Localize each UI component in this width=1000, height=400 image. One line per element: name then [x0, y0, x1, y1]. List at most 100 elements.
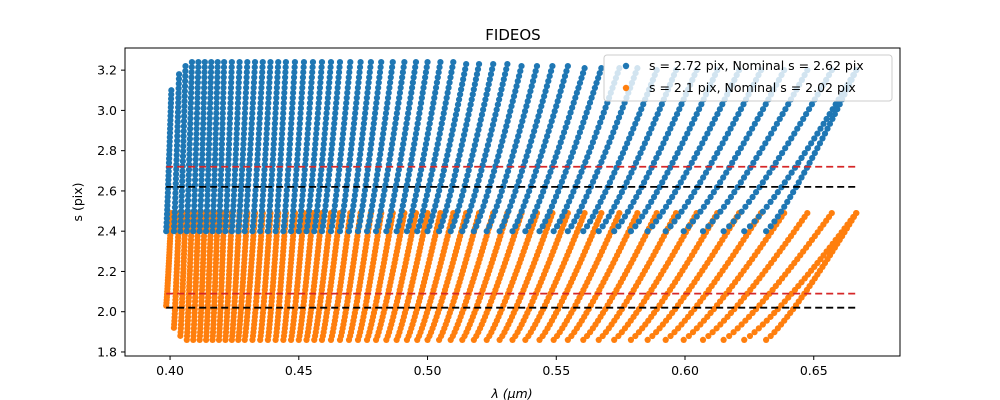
x-tick-label: 0.55 — [542, 363, 570, 378]
scatter-point-series-1 — [210, 192, 218, 199]
scatter-point-series-1 — [250, 217, 257, 225]
scatter-point-series-1 — [371, 110, 379, 117]
scatter-point-series-1 — [568, 193, 575, 200]
scatter-point-series-1 — [656, 106, 663, 113]
scatter-point-series-1 — [424, 130, 431, 137]
scatter-point-series-1 — [395, 166, 402, 173]
scatter-point-series-1 — [482, 96, 489, 103]
scatter-point-series-1 — [327, 69, 334, 76]
scatter-point-series-1 — [248, 130, 255, 137]
scatter-point-series-1 — [568, 223, 575, 230]
scatter-point-series-1 — [341, 202, 348, 209]
scatter-point-series-1 — [386, 156, 393, 163]
scatter-point-series-1 — [222, 217, 230, 225]
scatter-point-series-1 — [615, 159, 622, 166]
scatter-point-series-1 — [321, 130, 328, 137]
scatter-point-series-1 — [724, 198, 731, 206]
scatter-point-series-1 — [205, 166, 212, 173]
scatter-point-series-1 — [497, 193, 504, 200]
scatter-point-series-1 — [235, 94, 242, 102]
scatter-point-series-1 — [195, 69, 202, 76]
scatter-point-series-1 — [200, 110, 207, 117]
scatter-point-series-2 — [738, 321, 745, 328]
scatter-point-series-1 — [206, 110, 213, 117]
scatter-point-series-1 — [704, 130, 711, 137]
scatter-point-series-1 — [245, 166, 253, 173]
scatter-point-series-1 — [379, 197, 386, 204]
scatter-point-series-1 — [235, 222, 242, 230]
scatter-point-series-1 — [785, 140, 792, 147]
scatter-point-series-1 — [333, 94, 340, 102]
scatter-point-series-1 — [475, 61, 483, 68]
scatter-point-series-1 — [229, 222, 236, 230]
scatter-point-series-1 — [514, 78, 521, 85]
scatter-point-series-1 — [435, 69, 442, 76]
scatter-point-series-1 — [325, 171, 333, 178]
scatter-point-series-1 — [334, 84, 341, 91]
scatter-point-series-1 — [491, 116, 498, 123]
scatter-point-series-1 — [313, 125, 320, 132]
scatter-point-series-1 — [522, 228, 529, 235]
scatter-point-series-1 — [263, 125, 270, 132]
scatter-point-series-1 — [534, 203, 541, 210]
scatter-point-series-1 — [776, 115, 783, 123]
scatter-point-series-1 — [646, 130, 653, 137]
scatter-point-series-1 — [504, 61, 511, 68]
scatter-point-series-1 — [171, 204, 179, 211]
scatter-point-series-1 — [231, 176, 238, 184]
scatter-point-series-1 — [816, 140, 824, 147]
scatter-point-series-1 — [677, 179, 684, 186]
scatter-point-series-1 — [488, 126, 495, 134]
scatter-point-series-1 — [188, 58, 196, 66]
scatter-point-series-1 — [324, 94, 332, 102]
scatter-point-series-1 — [589, 213, 596, 220]
scatter-point-series-2 — [726, 332, 733, 340]
scatter-point-series-1 — [354, 171, 361, 178]
scatter-point-series-1 — [657, 145, 665, 152]
scatter-point-series-1 — [559, 213, 566, 220]
scatter-point-series-1 — [649, 223, 656, 230]
scatter-point-series-1 — [679, 140, 686, 147]
scatter-point-series-1 — [361, 192, 368, 199]
scatter-point-series-1 — [195, 58, 202, 66]
scatter-point-series-1 — [450, 121, 457, 128]
scatter-point-series-1 — [205, 146, 212, 153]
scatter-point-series-1 — [378, 58, 385, 66]
scatter-point-series-1 — [585, 104, 592, 111]
scatter-point-series-1 — [350, 202, 357, 209]
scatter-point-series-1 — [366, 74, 373, 81]
scatter-point-series-1 — [179, 158, 186, 165]
scatter-point-series-1 — [787, 193, 794, 201]
scatter-point-series-1 — [520, 113, 527, 120]
scatter-point-series-1 — [326, 166, 333, 173]
scatter-point-series-1 — [298, 94, 305, 102]
scatter-point-series-1 — [367, 58, 374, 66]
scatter-point-series-1 — [243, 64, 251, 71]
scatter-point-series-1 — [186, 156, 193, 163]
scatter-point-series-1 — [701, 135, 708, 142]
scatter-point-series-1 — [197, 217, 204, 225]
scatter-point-series-1 — [314, 110, 321, 117]
scatter-point-series-1 — [234, 99, 242, 107]
scatter-point-series-1 — [210, 187, 218, 194]
scatter-point-series-1 — [450, 177, 457, 184]
scatter-point-series-1 — [192, 176, 199, 184]
scatter-point-series-1 — [230, 202, 237, 209]
scatter-point-series-2 — [667, 332, 674, 340]
scatter-point-series-1 — [418, 212, 426, 219]
scatter-point-series-1 — [508, 103, 515, 110]
scatter-point-series-1 — [414, 228, 421, 235]
scatter-point-series-1 — [485, 188, 492, 195]
scatter-point-series-1 — [571, 144, 578, 151]
scatter-point-series-1 — [276, 171, 283, 178]
scatter-point-series-1 — [373, 176, 380, 184]
scatter-point-series-1 — [242, 99, 249, 107]
scatter-point-series-1 — [707, 193, 714, 201]
scatter-point-series-1 — [504, 168, 512, 175]
scatter-point-series-1 — [190, 212, 197, 219]
scatter-point-series-1 — [240, 146, 247, 153]
scatter-point-series-1 — [546, 208, 553, 215]
scatter-point-series-1 — [471, 142, 478, 149]
scatter-point-series-1 — [531, 173, 538, 180]
scatter-point-series-1 — [606, 139, 613, 146]
